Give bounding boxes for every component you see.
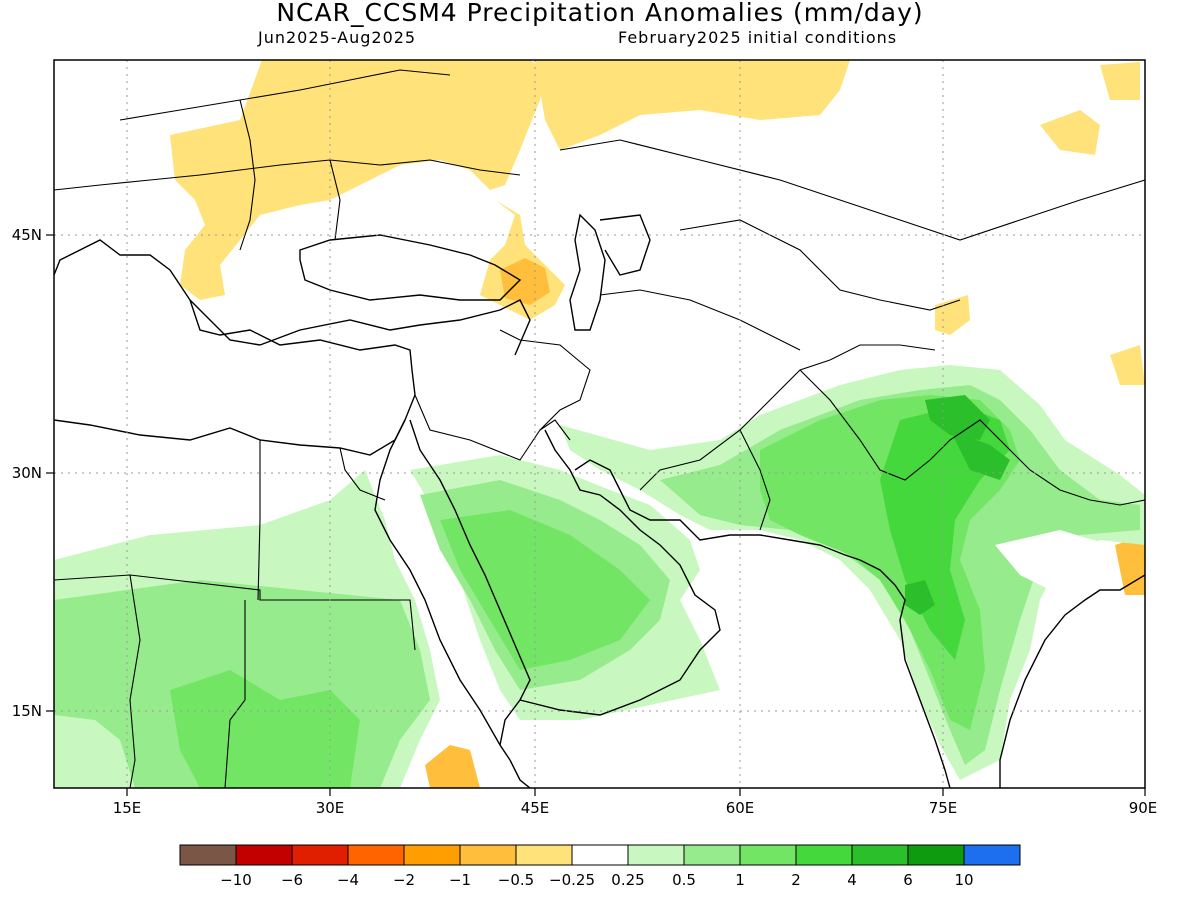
- legend-swatch: [627, 844, 685, 866]
- lon-tick-label: 90E: [1129, 799, 1158, 817]
- legend-swatch: [403, 844, 461, 866]
- legend-swatch: [907, 844, 965, 866]
- dry-anomaly-caucasus-core: [500, 258, 550, 305]
- legend-labels: −10 −6 −4 −2 −1 −0.5 −0.25 0.25 0.5 1 2 4 6 10: [220, 871, 973, 889]
- legend-swatch: [963, 844, 1021, 866]
- wet-anomaly-kashmir: [925, 395, 990, 440]
- legend-label: 2: [791, 871, 801, 889]
- legend-label: 1: [735, 871, 745, 889]
- map-title: NCAR_CCSM4 Precipitation Anomalies (mm/d…: [276, 0, 924, 27]
- legend-label: −4: [337, 871, 359, 889]
- borders: [54, 69, 1145, 788]
- tick-marks: [46, 234, 1146, 796]
- dry-anomaly-russia: [535, 60, 850, 150]
- dry-anomaly-mongolia: [1040, 110, 1100, 155]
- legend-label: −0.5: [498, 871, 534, 889]
- dry-anomaly-ethiopia: [425, 745, 480, 788]
- legend-swatch: [235, 844, 293, 866]
- legend-swatch: [291, 844, 349, 866]
- legend-swatch: [795, 844, 853, 866]
- legend-label: −1: [449, 871, 471, 889]
- initial-conditions: February2025 initial conditions: [618, 28, 898, 47]
- wet-anomaly-arabia-strong: [440, 510, 650, 670]
- forecast-period: Jun2025-Aug2025: [258, 28, 417, 47]
- legend-swatch: [515, 844, 573, 866]
- map-frame: [53, 59, 1146, 789]
- wet-anomaly-himalaya: [950, 430, 1010, 480]
- wet-anomaly-africa-strong: [170, 670, 360, 788]
- legend-swatch: [683, 844, 741, 866]
- legend-label: −10: [220, 871, 252, 889]
- wet-anomaly-gujarat: [905, 580, 935, 615]
- gridlines: [54, 60, 1145, 788]
- lon-tick-label: 30E: [316, 799, 345, 817]
- lon-tick-label: 45E: [521, 799, 550, 817]
- legend-swatch: [851, 844, 909, 866]
- legend-label: 0.5: [672, 871, 696, 889]
- coastlines: [54, 213, 1145, 788]
- dry-anomaly-far-east: [1100, 62, 1140, 100]
- legend-swatch: [459, 844, 517, 866]
- dry-anomaly-east: [1110, 345, 1145, 385]
- legend-swatch: [347, 844, 405, 866]
- legend-label: 10: [954, 871, 973, 889]
- lat-tick-label: 30N: [12, 464, 42, 482]
- anomaly-shading: [54, 60, 1145, 788]
- legend-swatch: [179, 844, 237, 866]
- legend-swatch: [571, 844, 629, 866]
- legend-label: 0.25: [611, 871, 644, 889]
- lat-tick-label: 15N: [12, 702, 42, 720]
- dry-anomaly-europe: [170, 60, 545, 300]
- legend-label: −2: [393, 871, 415, 889]
- lat-tick-label: 45N: [12, 226, 42, 244]
- lon-tick-label: 75E: [929, 799, 958, 817]
- legend-label: 6: [903, 871, 913, 889]
- lon-tick-label: 15E: [113, 799, 142, 817]
- legend-label: −6: [281, 871, 303, 889]
- legend-label: −0.25: [549, 871, 595, 889]
- legend-label: 4: [847, 871, 857, 889]
- color-legend: [179, 844, 1021, 866]
- lon-tick-label: 60E: [726, 799, 755, 817]
- neutral-patch-bay: [995, 530, 1115, 600]
- legend-swatch: [739, 844, 797, 866]
- dry-anomaly-china: [935, 295, 970, 335]
